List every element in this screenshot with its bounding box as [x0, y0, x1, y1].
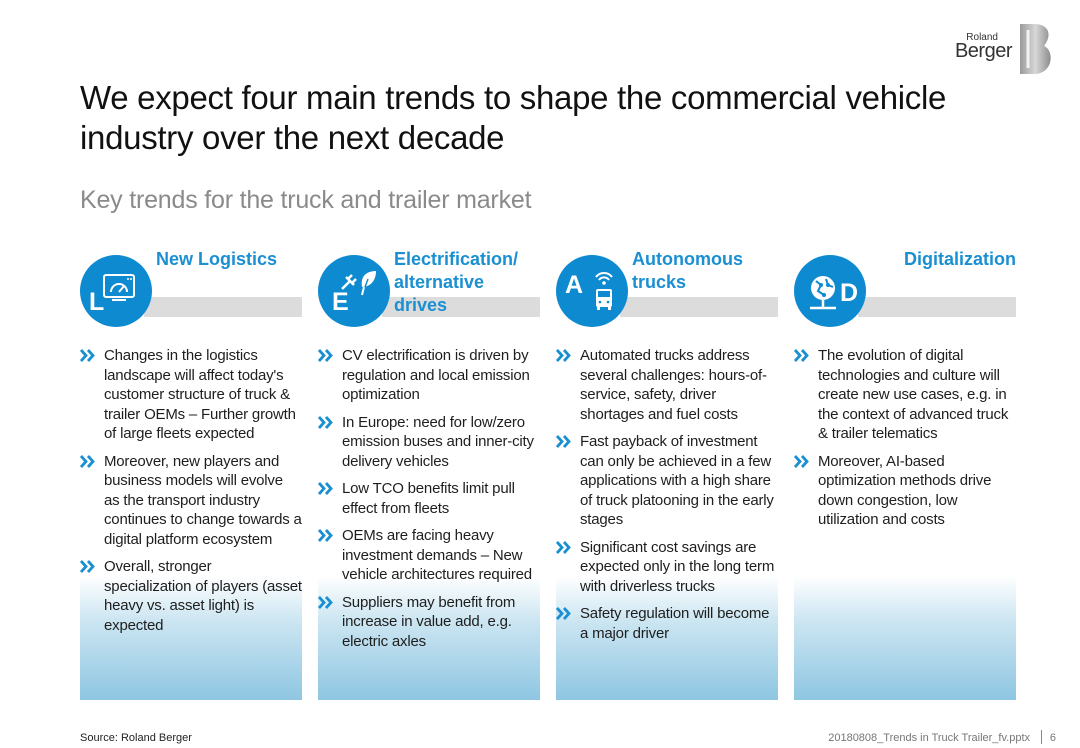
bullet-text: The evolution of digital technologies an…	[818, 347, 1009, 442]
trend-letter: L	[89, 288, 105, 316]
bullet-text: Moreover, AI-based optimization methods …	[818, 452, 992, 529]
bullet-item: Moreover, AI-based optimization methods …	[794, 452, 1016, 530]
trend-letter: D	[840, 279, 859, 307]
bullet-item: Safety regulation will become a major dr…	[556, 604, 778, 643]
bullet-list: Changes in the logistics landscape will …	[80, 346, 302, 643]
bullet-text: Overall, stronger specialization of play…	[104, 558, 302, 634]
bullet-text: Safety regulation will become a major dr…	[580, 605, 770, 642]
double-chevron-icon	[794, 454, 809, 468]
bullet-text: Fast payback of investment can only be a…	[580, 433, 774, 528]
footer-source: Source: Roland Berger	[80, 732, 192, 744]
globe-network-icon	[810, 276, 836, 310]
bullet-list: CV electrification is driven by regulati…	[318, 346, 540, 659]
footer-page-number: 6	[1049, 732, 1056, 744]
trend-column-new-logistics: L New Logistics Changes in the logistics…	[80, 246, 302, 700]
bullet-item: In Europe: need for low/zero emission bu…	[318, 413, 540, 472]
roland-berger-logo: Roland Berger	[944, 22, 1056, 76]
double-chevron-icon	[318, 415, 333, 429]
trend-circle: E	[318, 255, 390, 327]
column-gradient-background	[556, 576, 778, 700]
bullet-item: OEMs are facing heavy investment demands…	[318, 526, 540, 585]
bullet-list: Automated trucks address several challen…	[556, 346, 778, 651]
double-chevron-icon	[80, 454, 95, 468]
heading-gray-bar	[382, 297, 540, 317]
bullet-item: Overall, stronger specialization of play…	[80, 557, 302, 635]
heading-gray-bar	[858, 297, 1016, 317]
bullet-text: Moreover, new players and business model…	[104, 452, 302, 548]
double-chevron-icon	[318, 482, 333, 495]
trend-circle: L	[80, 255, 152, 327]
speedometer-screen-icon	[103, 274, 135, 301]
bullet-text: Significant cost savings are expected on…	[580, 538, 775, 595]
trend-letter: A	[565, 271, 584, 299]
bullet-text: Automated trucks address several challen…	[580, 347, 767, 423]
trend-circle: D	[794, 255, 866, 327]
trend-letter: E	[332, 288, 349, 316]
plug-leaf-icon	[341, 271, 376, 296]
bullet-item: Fast payback of investment can only be a…	[556, 432, 778, 530]
trend-circle: A	[556, 255, 628, 327]
heading-gray-bar	[620, 297, 778, 317]
trend-column-electrification: E Electrification/ alternative drives CV…	[318, 246, 540, 700]
double-chevron-icon	[556, 540, 571, 554]
bullet-text: Low TCO benefits limit pull effect from …	[342, 480, 515, 517]
bullet-item: Significant cost savings are expected on…	[556, 538, 778, 597]
trend-heading: Digitalization	[904, 249, 1016, 269]
autonomous-bus-icon	[595, 272, 613, 310]
page-subtitle: Key trends for the truck and trailer mar…	[80, 186, 532, 214]
bullet-text: CV electrification is driven by regulati…	[342, 347, 530, 403]
bullet-text: Suppliers may benefit from increase in v…	[342, 593, 516, 650]
bullet-list: The evolution of digital technologies an…	[794, 346, 1016, 538]
column-gradient-background	[794, 576, 1016, 700]
trend-heading: Autonomous trucks	[632, 249, 743, 292]
bullet-item: Changes in the logistics landscape will …	[80, 346, 302, 444]
bullet-item: Automated trucks address several challen…	[556, 346, 778, 424]
logo-text-roland: Roland	[966, 32, 998, 43]
bullet-item: Moreover, new players and business model…	[80, 452, 302, 550]
trend-heading: Electrification/ alternative drives	[394, 249, 519, 315]
logo-text-berger: Berger	[954, 40, 1013, 62]
double-chevron-icon	[556, 349, 571, 362]
trend-column-digitalization: D Digitalization The evolution of digita…	[794, 246, 1016, 700]
double-chevron-icon	[318, 595, 333, 609]
bullet-text: In Europe: need for low/zero emission bu…	[342, 413, 534, 470]
bullet-item: Low TCO benefits limit pull effect from …	[318, 479, 540, 518]
double-chevron-icon	[80, 349, 95, 362]
bullet-item: CV electrification is driven by regulati…	[318, 346, 540, 405]
double-chevron-icon	[318, 529, 333, 542]
bullet-item: The evolution of digital technologies an…	[794, 346, 1016, 444]
double-chevron-icon	[556, 607, 571, 620]
double-chevron-icon	[318, 349, 333, 362]
page-title: We expect four main trends to shape the …	[80, 79, 947, 156]
bullet-text: OEMs are facing heavy investment demands…	[342, 527, 532, 583]
double-chevron-icon	[80, 560, 95, 573]
trend-column-autonomous: A Autonomous trucks Automated trucks add…	[556, 246, 778, 700]
column-gradient-background	[80, 576, 302, 700]
footer-separator	[1041, 730, 1042, 744]
bullet-text: Changes in the logistics landscape will …	[104, 347, 296, 442]
column-gradient-background	[318, 576, 540, 700]
bullet-item: Suppliers may benefit from increase in v…	[318, 593, 540, 652]
trend-heading: New Logistics	[156, 249, 278, 269]
footer-filename: 20180808_Trends in Truck Trailer_fv.pptx	[828, 732, 1030, 744]
double-chevron-icon	[794, 349, 809, 362]
double-chevron-icon	[556, 435, 571, 448]
logo-b-mark-icon	[1020, 24, 1051, 74]
heading-gray-bar	[144, 297, 302, 317]
